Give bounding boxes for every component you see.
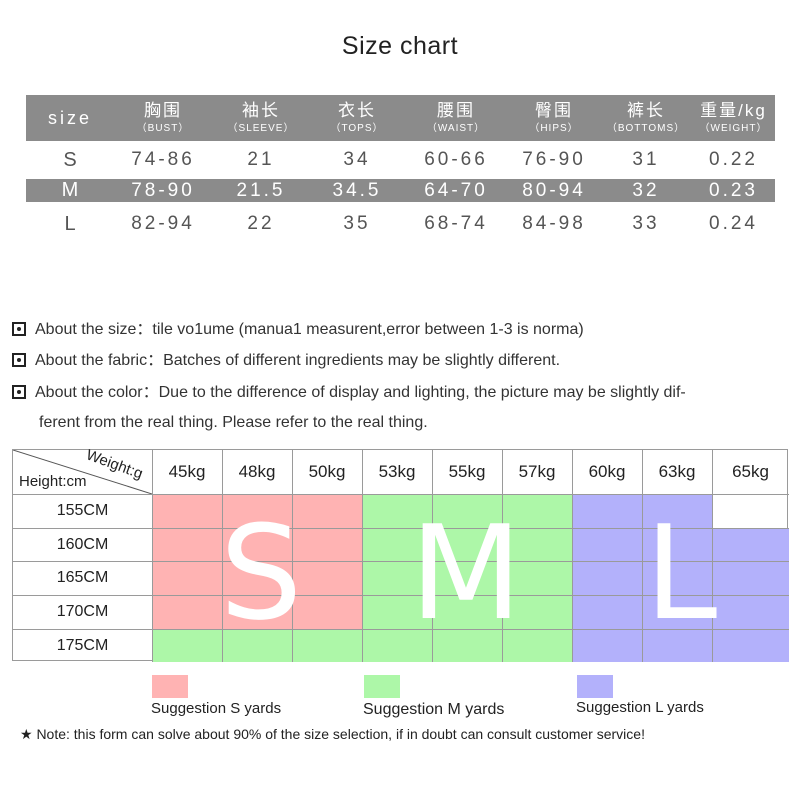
height-label: 175CM xyxy=(56,637,109,654)
page-title: Size chart xyxy=(341,32,459,60)
weight-label: 55kg xyxy=(448,462,486,481)
weight-label: 57kg xyxy=(518,462,556,481)
weight-height-grid: Weight:g Height:cm 45kg 48kg 50kg 53kg 5… xyxy=(12,446,789,662)
height-label: 160CM xyxy=(56,536,109,553)
size-cell: S xyxy=(63,148,77,171)
size-column-header: size xyxy=(26,95,114,141)
legend-label-m: Suggestion M yards xyxy=(363,701,505,718)
size-l-overlay: L xyxy=(644,497,718,649)
weight-label: 60kg xyxy=(588,462,626,481)
weight-column-header: 重量/kg （WEIGHT） xyxy=(692,95,775,141)
zone-m xyxy=(362,494,572,662)
table-cell: 31 xyxy=(632,149,660,170)
table-cell: 34.5 xyxy=(310,179,404,202)
legend-swatch-s xyxy=(152,675,188,698)
table-cell: 22 xyxy=(247,213,275,234)
table-cell: 34 xyxy=(343,149,371,170)
size-table-header: size 胸围 （BUST） 袖长 （SLEEVE） 衣长 （TOPS） 腰围 （WAI… xyxy=(26,95,775,141)
note-fabric: About the fabric：Batches of different in… xyxy=(12,346,782,376)
bottoms-column-header: 裤长 （BOTTOMS） xyxy=(600,95,692,141)
bullet-icon xyxy=(12,322,26,336)
table-cell: 68-74 xyxy=(424,213,488,234)
table-cell: 80-94 xyxy=(508,179,600,202)
table-row: S 74-86 21 34 60-66 76-90 31 0.22 xyxy=(26,141,775,179)
hips-column-header: 臀围 （HIPS） xyxy=(508,95,600,141)
weight-label: 48kg xyxy=(238,462,276,481)
bullet-icon xyxy=(12,353,26,367)
footnote: ★ Note: this form can solve about 90% of… xyxy=(20,726,645,742)
tops-column-header: 衣长 （TOPS） xyxy=(310,95,404,141)
weight-label: 45kg xyxy=(168,462,206,481)
table-cell: 33 xyxy=(632,213,660,234)
table-cell: 78-90 xyxy=(114,179,212,202)
height-label: 155CM xyxy=(56,502,109,519)
legend-label-l: Suggestion L yards xyxy=(576,699,704,716)
weight-label: 53kg xyxy=(378,462,416,481)
table-cell: 21.5 xyxy=(212,179,310,202)
size-cell: M xyxy=(26,179,114,202)
table-cell: 32 xyxy=(600,179,692,202)
note-color: About the color：Due to the difference of… xyxy=(12,378,782,438)
note-text: About the size：tile vo1ume (manua1 measu… xyxy=(35,321,584,338)
table-row: L 82-94 22 35 68-74 84-98 33 0.24 xyxy=(26,202,775,246)
table-cell: 21 xyxy=(247,149,275,170)
table-cell: 0.24 xyxy=(709,213,758,234)
weight-label: 50kg xyxy=(308,462,346,481)
weight-label: 63kg xyxy=(658,462,696,481)
table-cell: 64-70 xyxy=(404,179,508,202)
note-size: About the size：tile vo1ume (manua1 measu… xyxy=(12,315,782,345)
zone-s-m xyxy=(152,629,362,662)
bust-column-header: 胸围 （BUST） xyxy=(114,95,212,141)
table-cell: 84-98 xyxy=(522,213,586,234)
height-label: 165CM xyxy=(56,569,109,586)
table-row: M 78-90 21.5 34.5 64-70 80-94 32 0.23 xyxy=(26,179,775,202)
size-cell: L xyxy=(64,212,76,235)
note-text-continued: ferent from the real thing. Please refer… xyxy=(39,414,428,431)
height-axis-label: Height:cm xyxy=(19,473,87,490)
bullet-icon xyxy=(12,385,26,399)
table-cell: 82-94 xyxy=(131,213,195,234)
waist-column-header: 腰围 （WAIST） xyxy=(404,95,508,141)
table-cell: 35 xyxy=(343,213,371,234)
size-table: size 胸围 （BUST） 袖长 （SLEEVE） 衣长 （TOPS） 腰围 （WAI… xyxy=(26,95,775,246)
weight-label: 65kg xyxy=(732,462,769,481)
table-cell: 74-86 xyxy=(131,149,195,170)
legend-swatch-m xyxy=(364,675,400,698)
table-cell: 0.23 xyxy=(692,179,775,202)
note-text: About the color：Due to the difference of… xyxy=(35,384,686,401)
legend-swatch-l xyxy=(577,675,613,698)
height-label: 170CM xyxy=(56,603,109,620)
corner-diagonal xyxy=(13,450,152,494)
sleeve-column-header: 袖长 （SLEEVE） xyxy=(212,95,310,141)
note-text: About the fabric：Batches of different in… xyxy=(35,352,561,369)
table-cell: 60-66 xyxy=(424,149,488,170)
size-s-overlay: S xyxy=(219,497,303,649)
table-cell: 76-90 xyxy=(522,149,586,170)
size-m-overlay: M xyxy=(409,497,523,649)
legend-label-s: Suggestion S yards xyxy=(151,700,282,717)
table-cell: 0.22 xyxy=(709,149,758,170)
